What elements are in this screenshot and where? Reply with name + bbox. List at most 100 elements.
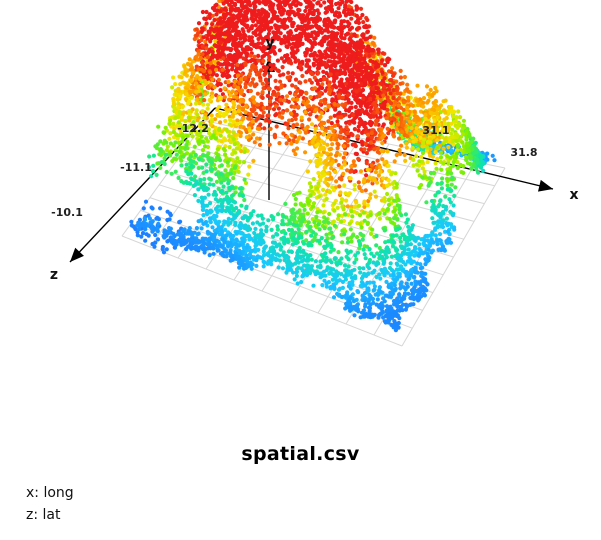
data-point [273, 66, 278, 71]
data-point [246, 116, 251, 121]
data-point [260, 81, 265, 86]
data-point [308, 95, 313, 100]
data-point [430, 208, 435, 213]
data-point [223, 152, 228, 157]
data-point [207, 97, 212, 103]
data-point [225, 69, 230, 75]
data-point [428, 146, 433, 152]
data-point [469, 166, 474, 171]
data-point [365, 138, 370, 143]
data-point [185, 125, 190, 130]
data-point [382, 103, 387, 108]
data-point [396, 103, 401, 108]
data-point [211, 182, 216, 187]
data-point [460, 140, 465, 145]
data-point [236, 104, 241, 109]
data-point [389, 172, 394, 177]
data-point [399, 213, 404, 218]
data-point [433, 193, 438, 198]
data-point [259, 23, 264, 28]
data-point [303, 79, 308, 84]
data-point [250, 57, 255, 63]
data-point [433, 161, 438, 166]
data-point [266, 31, 271, 36]
data-point [231, 208, 236, 213]
data-point [227, 11, 232, 16]
data-point [162, 161, 167, 167]
data-point [242, 177, 247, 182]
data-point [147, 216, 152, 221]
data-point [204, 9, 209, 15]
data-point [265, 93, 270, 98]
data-point [324, 62, 329, 67]
data-point [372, 147, 377, 152]
data-point [424, 84, 430, 89]
data-point [323, 55, 328, 60]
data-point [380, 141, 385, 146]
data-point [232, 83, 237, 88]
data-point [389, 77, 394, 83]
data-point [255, 126, 260, 131]
data-point [328, 115, 333, 120]
data-point [295, 48, 300, 53]
data-point [320, 82, 325, 87]
data-point [373, 104, 378, 109]
data-point [230, 89, 235, 94]
data-point [353, 104, 358, 110]
data-point [268, 99, 273, 104]
data-point [359, 49, 364, 54]
data-point [230, 37, 235, 42]
data-point [218, 88, 223, 93]
data-point [309, 5, 314, 11]
data-point [263, 67, 268, 72]
data-point [328, 72, 333, 77]
data-point [274, 124, 279, 129]
data-point [187, 90, 192, 95]
data-point [279, 85, 284, 90]
data-point [223, 13, 228, 18]
data-point [450, 110, 455, 115]
data-point [471, 161, 476, 167]
data-point [414, 98, 419, 103]
data-point [268, 47, 273, 52]
data-point [450, 114, 456, 119]
data-point [261, 37, 266, 42]
data-point [430, 107, 435, 112]
data-point [370, 59, 375, 65]
data-point [298, 13, 303, 18]
data-point [273, 104, 279, 109]
data-point [181, 126, 186, 131]
data-point [201, 35, 206, 40]
data-point [238, 130, 244, 135]
data-point [289, 141, 294, 146]
data-point [205, 186, 211, 191]
data-point [341, 87, 346, 92]
data-point [180, 135, 186, 140]
data-point [234, 91, 239, 96]
data-point [356, 124, 361, 129]
data-point [451, 159, 456, 165]
data-point [428, 170, 434, 176]
data-point [341, 128, 346, 133]
data-point [217, 96, 222, 101]
data-point [326, 119, 331, 124]
data-point [273, 16, 278, 21]
data-point [257, 142, 263, 147]
data-point [309, 71, 314, 76]
data-point [235, 121, 240, 126]
data-point [303, 130, 308, 135]
data-point [248, 82, 253, 87]
data-point [216, 77, 221, 82]
data-point [179, 75, 184, 80]
data-point [414, 126, 419, 131]
data-point [196, 187, 201, 192]
data-point [350, 119, 355, 124]
data-point [199, 84, 204, 89]
data-point [449, 121, 454, 126]
data-point [430, 93, 435, 98]
data-point [431, 202, 436, 207]
data-point [384, 116, 389, 121]
data-point [239, 203, 244, 208]
data-point [406, 95, 411, 100]
